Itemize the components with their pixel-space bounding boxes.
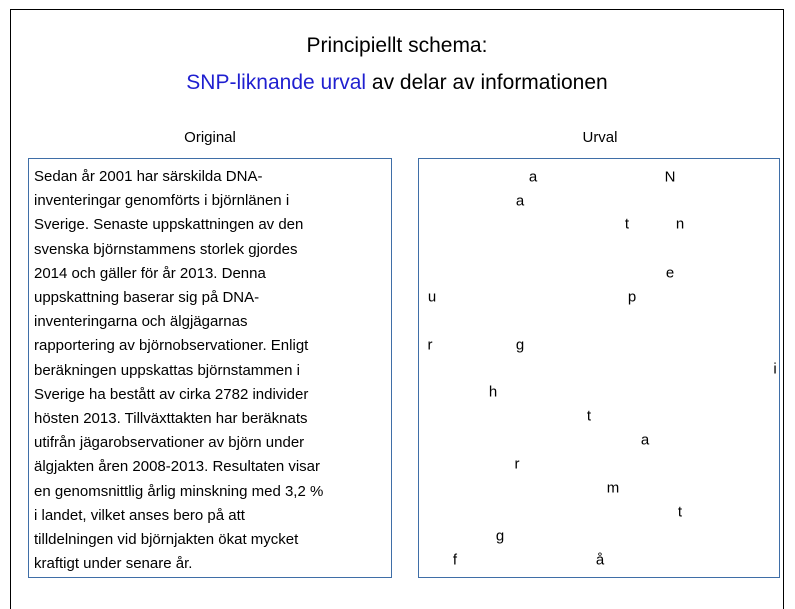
- text-line: utifrån jägarobservationer av björn unde…: [34, 434, 305, 452]
- selected-letter: N: [664, 168, 676, 186]
- selected-letter: g: [495, 527, 505, 545]
- text-line: i landet, vilket anses bero på att: [34, 506, 245, 524]
- column-label: Original: [184, 129, 236, 146]
- text-line: inventeringar genomförts i björnlänen i: [34, 192, 290, 210]
- text-line: beräkningen uppskattas björnstammen i: [34, 361, 300, 379]
- text-line: älgjakten åren 2008-2013. Resultaten vis…: [34, 458, 321, 476]
- selected-letter: p: [627, 288, 637, 306]
- selected-letter: u: [427, 288, 437, 306]
- text-line: uppskattning baserar sig på DNA-: [34, 289, 260, 307]
- highlight-text: SNP-liknande urval: [186, 71, 367, 94]
- text-line: kraftigt under senare år.: [34, 555, 193, 573]
- selected-letter: n: [675, 215, 685, 233]
- selected-letter: t: [624, 215, 630, 233]
- selected-letter: i: [773, 360, 777, 378]
- title-line: Principiellt schema:: [306, 34, 488, 57]
- original-box: Sedan år 2001 har särskilda DNA-inventer…: [28, 158, 392, 578]
- selected-letter: a: [515, 192, 525, 210]
- text-line: rapportering av björnobservationer. Enli…: [34, 337, 309, 355]
- selected-letter: g: [515, 336, 525, 354]
- title-text: av delar av informationen: [366, 71, 608, 94]
- original-text: Sedan år 2001 har särskilda DNA-inventer…: [29, 159, 391, 576]
- text-line: Sedan år 2001 har särskilda DNA-: [34, 168, 263, 185]
- selected-letter: t: [677, 503, 683, 521]
- selected-letter: h: [488, 383, 498, 401]
- column-label: Urval: [582, 129, 618, 146]
- text-line: Sverige. Senaste uppskattningen av den: [34, 216, 304, 234]
- selected-letter: å: [595, 551, 605, 569]
- text-line: svenska björnstammens storlek gjordes: [34, 240, 298, 258]
- selected-letter: r: [514, 455, 520, 473]
- selected-letter: a: [528, 168, 538, 186]
- selected-letter: m: [606, 479, 620, 497]
- text-line: 2014 och gäller för år 2013. Denna: [34, 264, 266, 282]
- text-line: inventeringarna och älgjägarnas: [34, 313, 248, 331]
- selected-letter: t: [586, 407, 592, 425]
- text-line: tilldelningen vid björnjakten ökat mycke…: [34, 531, 299, 549]
- selected-letter: r: [427, 336, 433, 354]
- selected-letter: a: [640, 431, 650, 449]
- title-line: SNP-liknande urval av delar av informati…: [10, 71, 784, 95]
- selection-box: [418, 158, 780, 578]
- text-line: Sverige ha bestått av cirka 2782 individ…: [34, 385, 309, 403]
- selected-letter: f: [452, 551, 458, 569]
- text-line: en genomsnittlig årlig minskning med 3,2…: [34, 482, 324, 500]
- slide-frame: [10, 9, 784, 609]
- selected-letter: e: [665, 264, 675, 282]
- text-line: hösten 2013. Tillväxttakten har beräknat…: [34, 410, 308, 428]
